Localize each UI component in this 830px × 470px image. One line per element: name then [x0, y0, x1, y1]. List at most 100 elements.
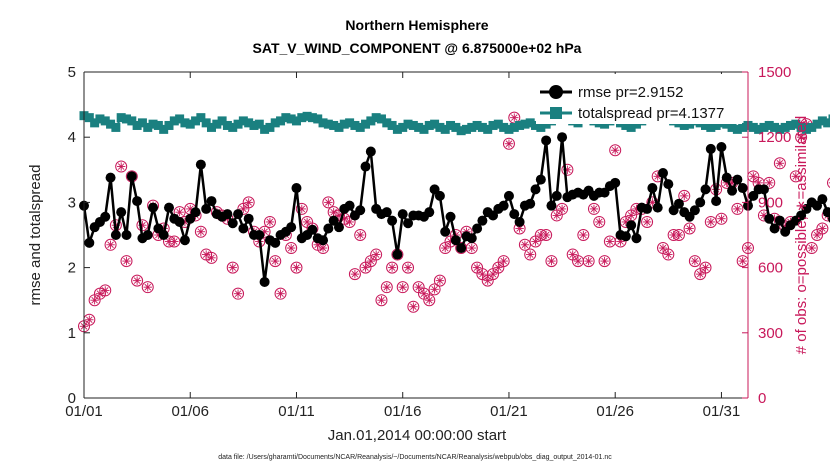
- obs-count-point: [715, 212, 728, 225]
- obs-possible-marker: [704, 215, 717, 228]
- obs-count-point: [83, 313, 96, 326]
- rmse-point: [318, 235, 329, 246]
- obs-count-point: [587, 202, 600, 215]
- totalspread-point: [206, 122, 216, 132]
- totalspread-point: [504, 124, 514, 134]
- obs-assimilated-stroke: [707, 218, 715, 226]
- obs-assimilated-stroke: [585, 257, 592, 265]
- obs-count-point: [396, 281, 409, 294]
- y-tick-label-right: 900: [758, 194, 783, 211]
- obs-count-point: [699, 261, 712, 274]
- obs-assimilated-stroke: [271, 257, 279, 265]
- obs-count-point: [263, 215, 276, 228]
- obs-count-point: [556, 202, 569, 215]
- rmse-point: [254, 230, 265, 240]
- obs-count-point: [232, 287, 245, 300]
- obs-count-point: [136, 219, 149, 232]
- obs-possible-marker: [609, 144, 622, 157]
- totalspread-point: [95, 114, 105, 124]
- obs-assimilated-stroke: [117, 163, 125, 170]
- obs-count-point: [529, 235, 542, 248]
- totalspread-point: [451, 122, 461, 132]
- totalspread-point: [488, 120, 498, 130]
- obs-count-point: [402, 261, 415, 274]
- obs-assimilated-stroke: [340, 215, 348, 222]
- obs-assimilated-stroke: [325, 199, 332, 206]
- rmse-point: [477, 215, 488, 226]
- rmse-point: [381, 207, 392, 218]
- obs-assimilated-stroke: [287, 244, 295, 252]
- totalspread-point: [84, 113, 94, 123]
- obs-possible-marker: [561, 163, 574, 176]
- totalspread-point: [361, 119, 371, 129]
- rmse-point: [270, 237, 281, 248]
- obs-possible-marker: [407, 300, 420, 313]
- rmse-point: [727, 185, 738, 196]
- obs-assimilated-stroke: [378, 296, 385, 304]
- totalspread-point: [424, 120, 434, 130]
- obs-possible-marker: [194, 225, 207, 238]
- obs-assimilated-stroke: [797, 133, 805, 141]
- totalspread-point: [132, 120, 142, 130]
- obs-count-point: [375, 294, 388, 307]
- rmse-point: [445, 211, 456, 222]
- totalspread-point: [531, 120, 541, 130]
- obs-count-point: [683, 222, 696, 235]
- obs-assimilated-stroke: [399, 283, 407, 291]
- rmse-point: [631, 233, 642, 244]
- obs-count-point: [609, 144, 622, 157]
- obs-count-point: [407, 300, 420, 313]
- rmse-point: [355, 205, 366, 216]
- obs-possible-marker: [386, 261, 399, 274]
- totalspread-point: [461, 124, 471, 134]
- obs-assimilated-stroke: [680, 192, 688, 200]
- obs-possible-marker: [763, 176, 776, 189]
- totalspread-point: [153, 120, 163, 130]
- totalspread-point: [770, 122, 780, 132]
- obs-assimilated-stroke: [542, 231, 550, 239]
- y-tick-label: 0: [68, 390, 76, 407]
- obs-count-point: [386, 261, 399, 274]
- rmse-point: [259, 276, 270, 287]
- totalspread-point: [817, 116, 827, 126]
- obs-assimilated-stroke: [171, 238, 178, 245]
- totalspread-point: [392, 124, 402, 134]
- rmse-point: [466, 233, 477, 244]
- obs-possible-marker: [242, 196, 255, 209]
- x-axis-label: Jan.01,2014 00:00:00 start: [328, 427, 507, 444]
- obs-possible-marker: [232, 287, 245, 300]
- obs-count-point: [763, 176, 776, 189]
- obs-count-point: [465, 242, 478, 255]
- x-tick-label: 01/01: [65, 403, 103, 420]
- totalspread-point: [159, 124, 169, 134]
- obs-assimilated-stroke: [590, 205, 598, 213]
- rmse-point: [769, 223, 780, 234]
- obs-count-point: [672, 229, 685, 241]
- totalspread-point: [722, 119, 732, 129]
- obs-count-point: [120, 255, 133, 268]
- obs-count-point: [226, 261, 239, 274]
- obs-possible-marker: [688, 255, 701, 268]
- totalspread-point: [307, 113, 317, 123]
- totalspread-point: [499, 122, 509, 132]
- obs-assimilated-stroke: [468, 244, 476, 252]
- obs-count-point: [290, 261, 303, 274]
- totalspread-point: [754, 124, 764, 134]
- totalspread-point: [175, 114, 185, 124]
- y-tick-label: 1: [68, 325, 76, 342]
- totalspread-point: [812, 119, 822, 129]
- totalspread-point: [185, 119, 195, 129]
- obs-count-point: [205, 251, 218, 264]
- totalspread-point: [780, 122, 790, 132]
- rmse-point: [323, 223, 334, 234]
- totalspread-point: [196, 113, 206, 123]
- obs-count-point: [678, 189, 691, 202]
- obs-count-point: [428, 283, 441, 296]
- obs-count-point: [773, 157, 786, 170]
- rmse-point: [711, 196, 722, 207]
- totalspread-point: [201, 118, 211, 128]
- obs-possible-marker: [396, 281, 409, 294]
- y-tick-label: 2: [68, 260, 76, 277]
- totalspread-point: [106, 119, 116, 129]
- obs-possible-marker: [370, 248, 383, 261]
